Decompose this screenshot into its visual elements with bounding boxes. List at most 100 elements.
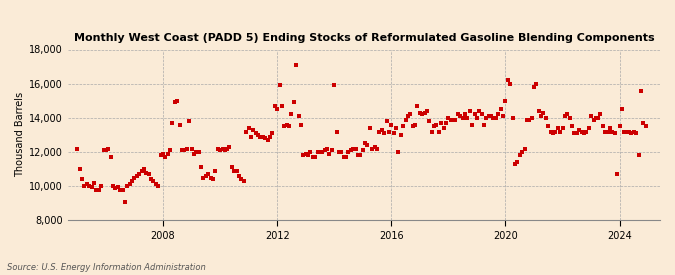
Point bbox=[134, 172, 144, 176]
Point bbox=[417, 112, 428, 117]
Point bbox=[255, 134, 266, 139]
Point bbox=[424, 119, 435, 123]
Point bbox=[462, 116, 472, 120]
Point bbox=[267, 131, 278, 135]
Point bbox=[560, 114, 570, 118]
Point bbox=[319, 148, 330, 153]
Point bbox=[336, 150, 347, 154]
Point bbox=[146, 177, 157, 182]
Point bbox=[383, 129, 394, 134]
Point bbox=[543, 124, 554, 129]
Point bbox=[234, 174, 244, 178]
Point bbox=[265, 134, 275, 139]
Point bbox=[257, 134, 268, 139]
Point bbox=[431, 122, 442, 127]
Point bbox=[219, 148, 230, 153]
Point bbox=[607, 129, 618, 134]
Point bbox=[605, 126, 616, 130]
Point bbox=[367, 146, 377, 151]
Point bbox=[93, 187, 104, 192]
Point bbox=[348, 146, 358, 151]
Point bbox=[138, 167, 149, 171]
Point bbox=[602, 129, 613, 134]
Point bbox=[619, 129, 630, 134]
Point bbox=[315, 150, 325, 154]
Point bbox=[595, 112, 606, 117]
Point bbox=[179, 148, 190, 153]
Point bbox=[531, 81, 542, 86]
Point bbox=[519, 146, 530, 151]
Point bbox=[410, 122, 421, 127]
Point bbox=[210, 169, 221, 173]
Point bbox=[479, 122, 489, 127]
Point bbox=[486, 114, 497, 118]
Point bbox=[333, 150, 344, 154]
Point bbox=[169, 100, 180, 105]
Y-axis label: Thousand Barrels: Thousand Barrels bbox=[15, 92, 25, 177]
Point bbox=[200, 174, 211, 178]
Point bbox=[586, 114, 597, 118]
Point bbox=[329, 83, 340, 87]
Point bbox=[262, 138, 273, 142]
Point bbox=[398, 124, 408, 129]
Point bbox=[578, 131, 589, 135]
Point bbox=[74, 167, 85, 171]
Point bbox=[288, 100, 299, 105]
Point bbox=[557, 126, 568, 130]
Point bbox=[193, 150, 204, 154]
Point bbox=[77, 177, 88, 182]
Point bbox=[162, 152, 173, 156]
Point bbox=[167, 121, 178, 125]
Point bbox=[371, 146, 382, 151]
Point bbox=[497, 114, 508, 118]
Point bbox=[143, 172, 154, 176]
Point bbox=[405, 112, 416, 117]
Point bbox=[279, 124, 290, 129]
Point bbox=[165, 148, 176, 153]
Point bbox=[400, 117, 411, 122]
Point bbox=[127, 179, 138, 183]
Point bbox=[236, 177, 247, 182]
Point bbox=[222, 146, 233, 151]
Point bbox=[493, 112, 504, 117]
Point bbox=[184, 119, 194, 123]
Point bbox=[260, 136, 271, 141]
Point bbox=[124, 182, 135, 187]
Point bbox=[246, 134, 256, 139]
Point bbox=[472, 116, 483, 120]
Point bbox=[250, 131, 261, 135]
Point bbox=[350, 146, 361, 151]
Point bbox=[188, 152, 199, 156]
Point bbox=[538, 111, 549, 115]
Point bbox=[291, 63, 302, 67]
Point bbox=[115, 187, 126, 192]
Point bbox=[238, 179, 249, 183]
Point bbox=[110, 186, 121, 190]
Point bbox=[364, 126, 375, 130]
Point bbox=[84, 184, 95, 188]
Point bbox=[636, 88, 647, 93]
Point bbox=[564, 116, 575, 120]
Point bbox=[369, 145, 380, 149]
Point bbox=[483, 114, 494, 118]
Point bbox=[107, 184, 118, 188]
Point bbox=[495, 107, 506, 111]
Point bbox=[522, 117, 533, 122]
Point bbox=[281, 122, 292, 127]
Point bbox=[612, 172, 622, 176]
Point bbox=[545, 129, 556, 134]
Point bbox=[402, 114, 413, 118]
Point bbox=[452, 112, 463, 117]
Point bbox=[510, 162, 520, 166]
Point bbox=[588, 117, 599, 122]
Point bbox=[514, 153, 525, 158]
Point bbox=[293, 114, 304, 118]
Point bbox=[122, 184, 133, 188]
Point bbox=[566, 124, 577, 129]
Point bbox=[341, 155, 352, 159]
Point bbox=[343, 150, 354, 154]
Point bbox=[303, 153, 314, 158]
Point bbox=[448, 117, 458, 122]
Title: Monthly West Coast (PADD 5) Ending Stocks of Reformulated Gasoline Blending Comp: Monthly West Coast (PADD 5) Ending Stock… bbox=[74, 33, 654, 43]
Point bbox=[628, 129, 639, 134]
